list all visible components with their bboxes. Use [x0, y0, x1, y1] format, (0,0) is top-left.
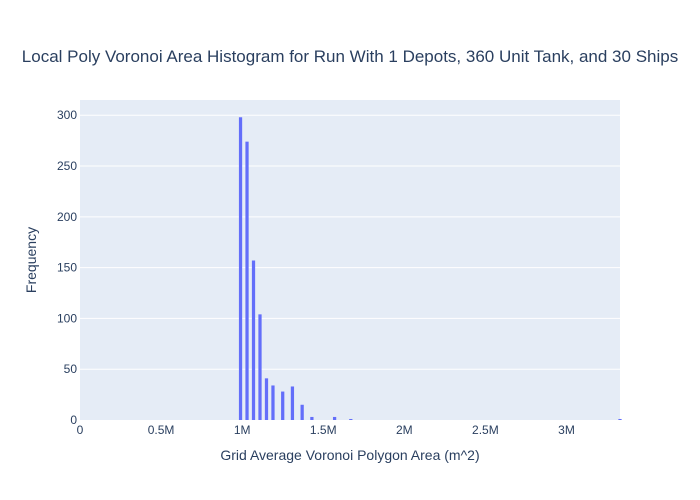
- histogram-bar: [310, 416, 314, 420]
- grid-lines: [80, 114, 620, 370]
- y-tick-label: 300: [57, 108, 77, 122]
- x-axis-title: Grid Average Voronoi Polygon Area (m^2): [220, 447, 479, 463]
- x-tick-label: 2.5M: [472, 423, 499, 437]
- histogram-bar: [618, 418, 622, 420]
- histogram-bar: [264, 378, 269, 420]
- histogram-bar: [245, 141, 249, 420]
- x-tick-label: 0.5M: [148, 423, 175, 437]
- y-tick-label: 200: [57, 210, 77, 224]
- x-tick-label: 3M: [558, 423, 575, 437]
- histogram-bar: [332, 416, 337, 420]
- x-tick-label: 1M: [234, 423, 251, 437]
- y-axis-ticks: 0 50 100 150 200 250 300: [57, 108, 77, 427]
- x-tick-label: 0: [77, 423, 84, 437]
- y-tick-label: 50: [64, 362, 78, 376]
- histogram-bar: [349, 418, 353, 420]
- x-tick-label: 1.5M: [310, 423, 337, 437]
- histogram-bar: [271, 385, 275, 420]
- plot-area: [80, 100, 620, 420]
- y-tick-label: 0: [70, 413, 77, 427]
- histogram-bar: [258, 314, 262, 420]
- x-axis-ticks: 0 0.5M 1M 1.5M 2M 2.5M 3M: [77, 423, 575, 437]
- y-tick-label: 100: [57, 311, 77, 325]
- y-tick-label: 150: [57, 261, 77, 275]
- x-tick-label: 2M: [396, 423, 413, 437]
- chart-title: Local Poly Voronoi Area Histogram for Ru…: [22, 47, 678, 66]
- histogram-bar: [300, 404, 304, 420]
- histogram-bar: [290, 386, 295, 420]
- histogram-bar: [281, 391, 285, 420]
- y-tick-label: 250: [57, 159, 77, 173]
- histogram-bar: [238, 117, 243, 421]
- histogram-bar: [251, 260, 256, 420]
- y-axis-title: Frequency: [23, 227, 39, 293]
- histogram-bars: [238, 117, 622, 421]
